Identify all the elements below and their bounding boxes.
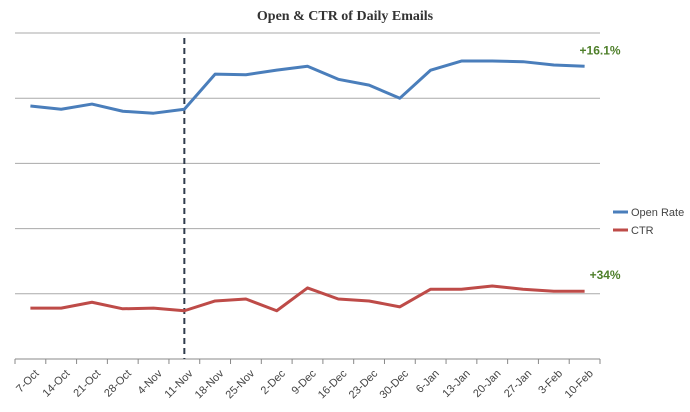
x-tick-label: 3-Feb bbox=[536, 368, 565, 397]
x-tick-label: 18-Nov bbox=[193, 367, 227, 401]
chart-title: Open & CTR of Daily Emails bbox=[257, 9, 434, 24]
legend-label: Open Rate bbox=[631, 207, 684, 219]
series-line bbox=[30, 59, 585, 115]
x-tick-label: 21-Oct bbox=[71, 368, 103, 400]
x-tick-label: 20-Jan bbox=[471, 368, 503, 400]
x-tick-label: 2-Dec bbox=[259, 367, 289, 397]
x-tick-label: 30-Dec bbox=[378, 367, 412, 401]
end-label: +34% bbox=[590, 268, 621, 282]
x-tick-label: 13-Jan bbox=[440, 368, 472, 400]
legend-label: CTR bbox=[631, 225, 654, 237]
x-tick-label: 7-Oct bbox=[14, 368, 42, 396]
x-tick-label: 6-Jan bbox=[414, 368, 442, 396]
series-line bbox=[30, 284, 585, 313]
end-label: +16.1% bbox=[580, 43, 621, 57]
x-tick-label: 9-Dec bbox=[289, 367, 319, 397]
x-tick-label: 27-Jan bbox=[502, 368, 534, 400]
x-tick-label: 4-Nov bbox=[136, 367, 166, 397]
x-tick-label: 28-Oct bbox=[102, 368, 134, 400]
x-tick-label: 11-Nov bbox=[163, 367, 196, 400]
x-tick-label: 14-Oct bbox=[41, 368, 73, 400]
x-tick-label: 16-Dec bbox=[316, 367, 350, 401]
x-tick-label: 23-Dec bbox=[347, 367, 381, 401]
x-tick-label: 10-Feb bbox=[563, 368, 596, 401]
x-tick-label: 25-Nov bbox=[224, 367, 258, 401]
